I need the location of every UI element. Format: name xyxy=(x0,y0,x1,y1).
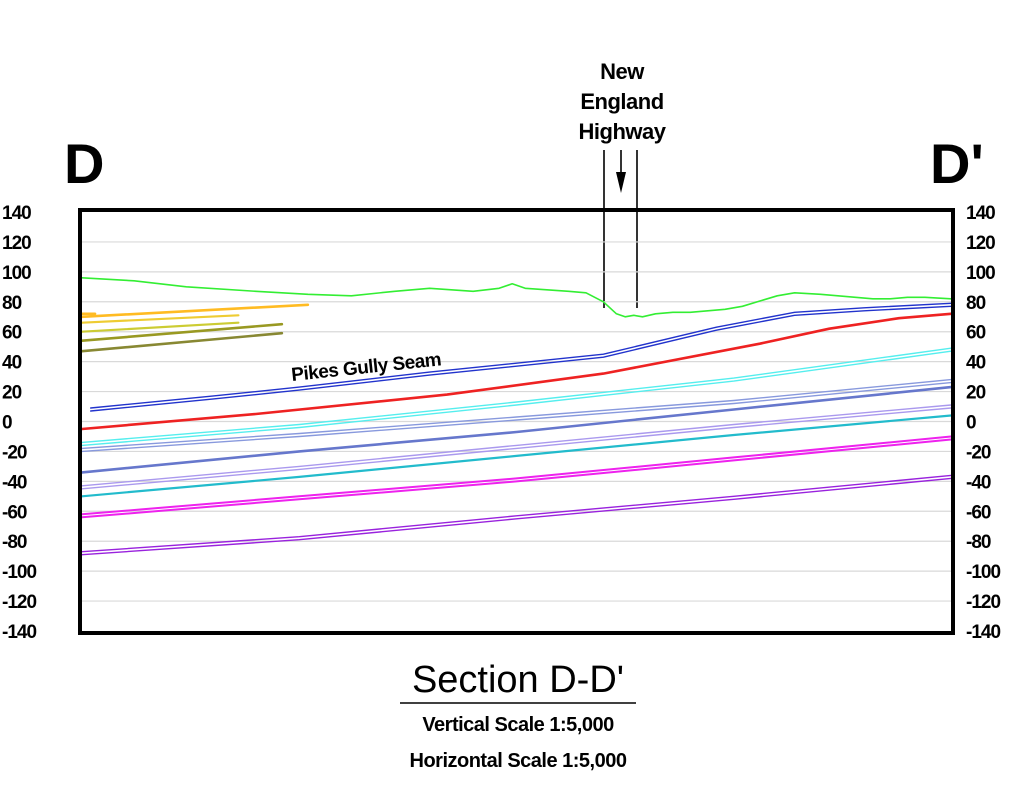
road-label-line-1: New xyxy=(600,59,645,84)
y-tick-label-right: 80 xyxy=(966,293,986,314)
y-tick-label-right: -20 xyxy=(966,442,991,463)
seam-line-6 xyxy=(81,407,952,490)
seam-line-7 xyxy=(80,414,953,498)
y-tick-label-left: -120 xyxy=(2,592,36,613)
y-tick-label-left: 100 xyxy=(2,263,31,284)
y-tick-label-left: 0 xyxy=(2,413,12,434)
horizontal-scale: Horizontal Scale 1:5,000 xyxy=(410,750,627,772)
y-tick-label-right: 120 xyxy=(966,233,995,254)
section-end-label: D' xyxy=(930,132,984,195)
y-tick-label-left: -40 xyxy=(2,472,27,493)
seam-line-14 xyxy=(80,322,284,343)
y-tick-label-right: 100 xyxy=(966,263,995,284)
seam-line-9 xyxy=(81,477,952,556)
y-tick-label-left: 120 xyxy=(2,233,31,254)
y-tick-label-left: 60 xyxy=(2,323,22,344)
y-tick-label-right: -100 xyxy=(966,562,1000,583)
seam-line-9 xyxy=(81,474,952,553)
seam-line-15 xyxy=(80,331,284,353)
y-tick-label-left: -80 xyxy=(2,532,27,553)
seam-line-6 xyxy=(81,404,952,487)
seam-line-2 xyxy=(80,312,953,431)
y-axis-left: 140 120 100 80 60 40 20 0 -20 -40 -60 -80 -100 -120 -1… xyxy=(2,203,37,643)
grid-lines xyxy=(82,241,951,602)
y-tick-label-right: -40 xyxy=(966,472,991,493)
y-tick-label-left: -140 xyxy=(2,622,36,643)
y-tick-label-left: 20 xyxy=(2,383,22,404)
y-tick-label-left: 40 xyxy=(2,353,22,374)
seam-line-4 xyxy=(81,378,952,450)
y-tick-label-right: 140 xyxy=(966,203,995,224)
y-tick-label-right: 60 xyxy=(966,323,986,344)
y-tick-label-left: -100 xyxy=(2,562,36,583)
y-tick-label-right: -60 xyxy=(966,502,991,523)
seam-line-1 xyxy=(89,305,952,412)
y-axis-right: 140 120 100 80 60 40 20 0 -20 -40 -60 -80 -100 -120 -1… xyxy=(966,203,1001,643)
seam-line-1 xyxy=(89,302,952,409)
y-tick-label-left: -20 xyxy=(2,442,27,463)
section-title: Section D-D' xyxy=(412,659,624,701)
y-tick-label-left: -60 xyxy=(2,502,27,523)
seam-line-12 xyxy=(80,314,240,324)
plot-frame xyxy=(78,208,955,635)
y-tick-label-right: 40 xyxy=(966,353,986,374)
road-label-line-2: England xyxy=(580,89,663,114)
seam-line-10 xyxy=(80,303,310,319)
down-arrow-icon xyxy=(616,172,626,193)
seam-line-13 xyxy=(80,321,240,333)
y-tick-label-right: -120 xyxy=(966,592,1000,613)
seam-line-5 xyxy=(80,385,953,474)
seam-line-3 xyxy=(81,347,952,444)
y-tick-label-left: 80 xyxy=(2,293,22,314)
vertical-scale: Vertical Scale 1:5,000 xyxy=(422,714,614,736)
section-start-label: D xyxy=(64,132,104,195)
road-label-line-3: Highway xyxy=(579,119,667,144)
series-layer xyxy=(80,276,953,556)
seam-label: Pikes Gully Seam xyxy=(290,349,442,386)
seam-line-8 xyxy=(81,438,952,519)
seam-line-4 xyxy=(81,381,952,453)
y-tick-label-right: -80 xyxy=(966,532,991,553)
y-tick-label-right: 20 xyxy=(966,383,986,404)
seam-line-8 xyxy=(81,435,952,516)
seam-line-3 xyxy=(81,350,952,447)
ground-surface-line xyxy=(81,276,952,318)
y-tick-label-left: 140 xyxy=(2,203,31,224)
y-tick-label-right: 0 xyxy=(966,413,976,434)
y-tick-label-right: -140 xyxy=(966,622,1000,643)
